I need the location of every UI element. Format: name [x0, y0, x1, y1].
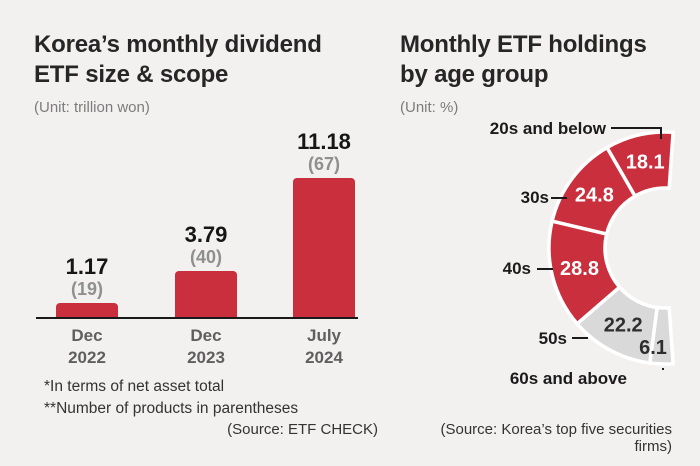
right-chart-title: Monthly ETF holdings by age group — [400, 30, 647, 90]
right-chart-unit: (Unit: %) — [400, 99, 459, 116]
donut-value-label: 24.8 — [575, 185, 614, 207]
bar-label-block: 3.79 (40) — [146, 223, 266, 268]
bar-1 — [56, 303, 118, 318]
bar-3 — [293, 178, 355, 318]
left-title-line2: ETF size & scope — [34, 61, 229, 88]
footnotes: *In terms of net asset total **Number of… — [44, 376, 298, 420]
right-title-line1: Monthly ETF holdings — [400, 31, 647, 58]
footnote-1: *In terms of net asset total — [44, 378, 225, 395]
callout-label-30s: 30s — [520, 188, 549, 207]
right-source-credit: (Source: Korea’s top five securities fir… — [440, 421, 673, 455]
left-chart-unit: (Unit: trillion won) — [34, 99, 150, 116]
callout-line-20s-and-below — [611, 127, 662, 139]
callout-label-40s: 40s — [502, 259, 531, 278]
bar-value-label: 11.18 — [297, 129, 351, 154]
bar-chart-plot-area: 1.17 (19) 3.79 (40) 11.18 (67) — [36, 130, 358, 318]
donut-value-label: 28.8 — [560, 258, 599, 280]
bar-label-block: 11.18 (67) — [264, 130, 384, 175]
bar-category-label: Dec 2022 — [68, 326, 106, 367]
bar-count-label: (40) — [189, 247, 222, 267]
bar-value-label: 3.79 — [184, 222, 228, 247]
donut-value-label: 6.1 — [639, 337, 667, 359]
bar-value-label: 1.17 — [65, 254, 109, 279]
left-title-line1: Korea’s monthly dividend — [34, 31, 322, 58]
donut-value-label: 18.1 — [626, 151, 665, 173]
callout-label-20s-and-below: 20s and below — [489, 119, 606, 138]
donut-slice-60s-and-above — [647, 305, 675, 366]
bar-count-label: (67) — [307, 154, 340, 174]
right-title-line2: by age group — [400, 61, 549, 88]
donut-chart: 18.1 24.8 28.8 22.26.1 — [537, 127, 675, 370]
callout-line-60s-and-above — [662, 368, 664, 370]
bar-category-label: Dec 2023 — [187, 326, 225, 367]
left-chart-title: Korea’s monthly dividend ETF size & scop… — [34, 30, 322, 90]
donut-value-label: 22.2 — [604, 315, 643, 337]
bar-count-label: (19) — [70, 279, 103, 299]
callout-label-60s-and-above: 60s and above — [509, 369, 627, 388]
bar-2 — [175, 271, 237, 318]
x-axis-line — [36, 317, 358, 319]
bar-label-block: 1.17 (19) — [27, 255, 147, 300]
footnote-2: **Number of products in parentheses — [44, 400, 299, 417]
bar-category-label: July 2024 — [305, 326, 343, 367]
left-source-credit: (Source: ETF CHECK) — [227, 421, 378, 438]
callout-label-50s: 50s — [538, 329, 567, 348]
